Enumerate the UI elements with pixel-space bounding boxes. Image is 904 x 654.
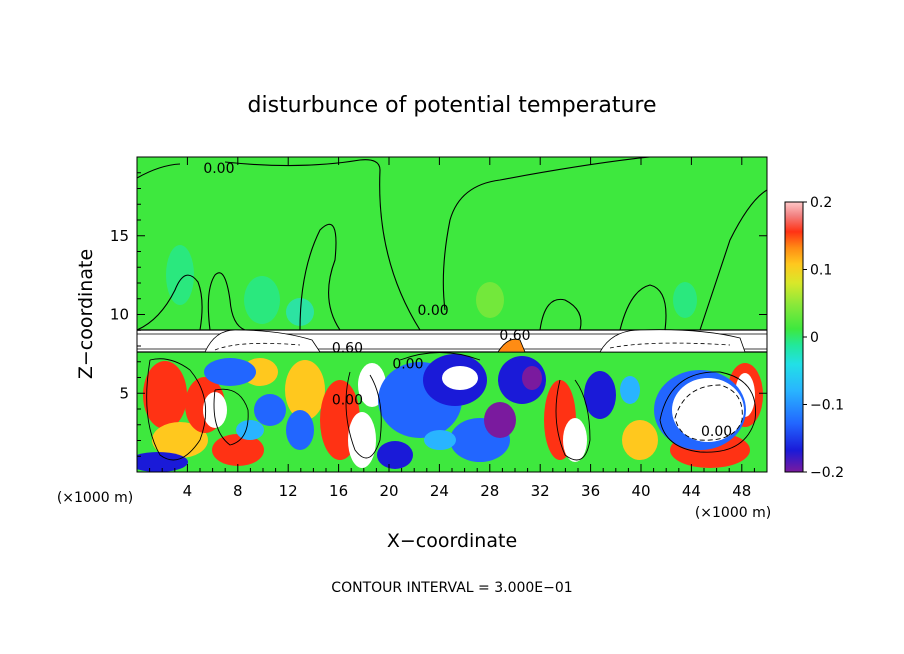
x-axis-label: X−coordinate <box>387 530 517 552</box>
x-axis: 4 8 12 16 20 24 28 32 36 40 44 48 <box>149 157 755 500</box>
colorbar-tick-label: 0 <box>810 330 819 346</box>
upper-contours <box>137 157 767 331</box>
y-tick-label: 5 <box>119 384 129 402</box>
x-tick-label: 48 <box>732 482 751 500</box>
contour-label: 0.60 <box>332 341 363 357</box>
contour-label: 0.00 <box>203 161 234 177</box>
x-tick-label: 36 <box>581 482 600 500</box>
contour-label: 0.00 <box>701 424 732 440</box>
contour-label: 0.00 <box>332 393 363 409</box>
x-unit-label-left: (×1000 m) <box>57 490 133 506</box>
contour-label: 0.00 <box>392 356 423 372</box>
x-tick-label: 24 <box>430 482 449 500</box>
contour-interval-note: CONTOUR INTERVAL = 3.000E−01 <box>331 580 572 596</box>
y-tick-label: 15 <box>110 227 129 245</box>
chart-title: disturbunce of potential temperature <box>248 93 657 118</box>
x-tick-label: 8 <box>233 482 243 500</box>
inversion-band <box>137 329 767 353</box>
colorbar-tick-label: 0.2 <box>810 195 832 211</box>
x-tick-label: 20 <box>379 482 398 500</box>
y-axis: 5 10 15 <box>110 172 767 457</box>
x-tick-label: 32 <box>531 482 550 500</box>
colorbar-gradient <box>784 201 804 473</box>
contour-label: 0.60 <box>499 328 530 344</box>
lower-contours <box>146 352 757 461</box>
field-plot: 0.00 0.00 0.60 0.60 0.00 0.00 0.00 <box>137 157 767 472</box>
colorbar: 0.2 0.1 0 −0.1 −0.2 <box>784 195 844 481</box>
mixed-layer <box>137 352 767 472</box>
x-tick-label: 16 <box>329 482 348 500</box>
x-tick-label: 12 <box>279 482 298 500</box>
colorbar-tick-label: −0.2 <box>810 465 844 481</box>
x-tick-label: 28 <box>480 482 499 500</box>
x-tick-label: 4 <box>183 482 193 500</box>
x-unit-label-right: (×1000 m) <box>695 505 771 521</box>
x-tick-label: 40 <box>631 482 650 500</box>
colorbar-tick-label: −0.1 <box>810 398 844 414</box>
contour-labels: 0.00 0.00 0.60 0.60 0.00 0.00 0.00 <box>203 161 732 440</box>
colorbar-tick-label: 0.1 <box>810 263 832 279</box>
x-tick-label: 44 <box>682 482 701 500</box>
contour-label: 0.00 <box>418 303 449 319</box>
colorbar-ticks: 0.2 0.1 0 −0.1 −0.2 <box>803 195 844 481</box>
upper-region-patches <box>166 245 697 326</box>
y-axis-label: Z−coordinate <box>75 249 97 379</box>
y-tick-label: 10 <box>110 306 129 324</box>
